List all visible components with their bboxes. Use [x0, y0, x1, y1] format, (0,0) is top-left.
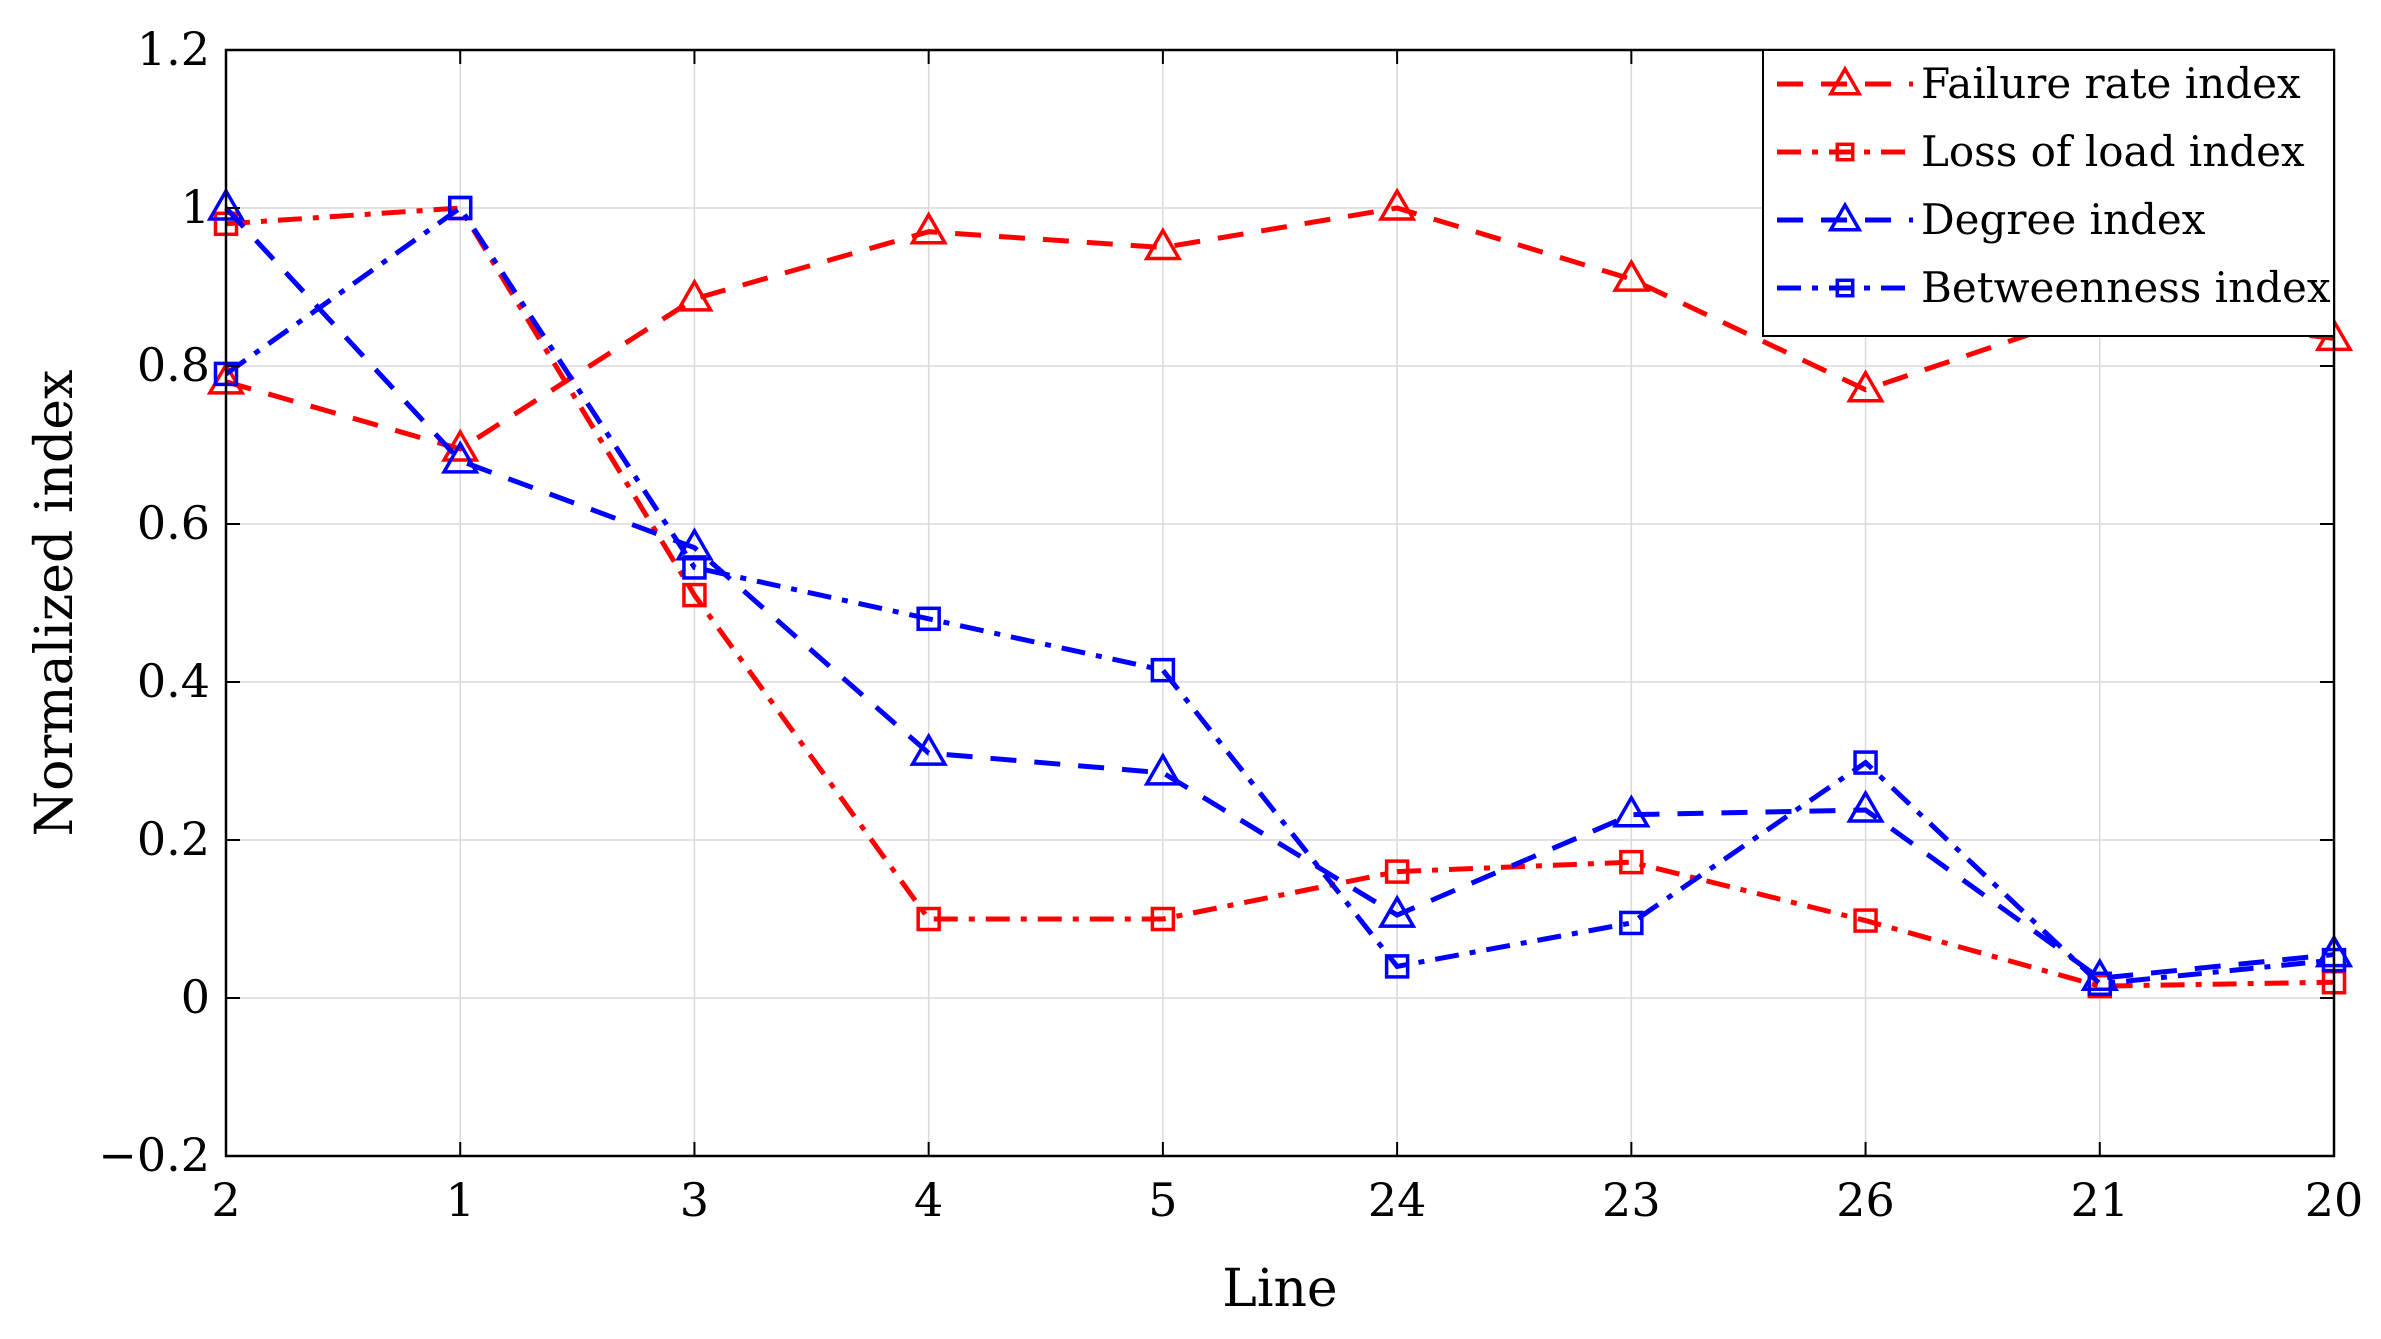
x-tick-label: 26 [1836, 1173, 1895, 1227]
x-axis-title: Line [1222, 1259, 1337, 1319]
triangle-marker [1827, 65, 1863, 96]
triangle-marker [909, 732, 948, 766]
triangle-marker [1612, 794, 1651, 828]
x-tick-label: 3 [680, 1173, 709, 1227]
legend-item: Loss of load index [1777, 127, 2305, 176]
square-marker [1384, 954, 1410, 979]
triangle-marker [1846, 369, 1885, 403]
y-tick-label: 1 [181, 180, 210, 234]
triangle-marker [1143, 752, 1183, 786]
plot-area-frame [224, 48, 2336, 1158]
triangle-marker [441, 440, 480, 474]
square-marker [682, 582, 707, 608]
y-tick-label: 0 [181, 970, 210, 1024]
triangle-marker [1377, 187, 1417, 221]
y-tick-label: 0.6 [137, 496, 210, 550]
axis-ticks: 2 1 3 4 5 24 23 26 21 20−0.200.20.40.60.811.2 [98, 22, 2363, 1227]
legend-item: Failure rate index [1777, 59, 2301, 108]
square-marker [1835, 278, 1855, 298]
x-tick-label: 4 [914, 1173, 943, 1227]
legend-item: Betweenness index [1777, 263, 2331, 312]
x-tick-label: 20 [2305, 1173, 2364, 1227]
triangle-marker [1143, 226, 1183, 261]
series-degree-index [206, 187, 2354, 992]
triangle-marker [909, 211, 948, 245]
y-tick-label: 0.4 [137, 654, 210, 708]
series-line [225, 205, 2335, 452]
square-marker [447, 195, 473, 221]
triangle-marker [1612, 258, 1651, 292]
square-marker [1619, 849, 1644, 875]
triangle-marker [1846, 789, 1885, 823]
x-tick-label: 21 [2071, 1173, 2130, 1227]
series-line [224, 204, 2335, 987]
square-marker [916, 606, 941, 632]
triangle-marker [1827, 201, 1863, 232]
square-marker [1150, 657, 1176, 683]
y-tick-label: 0.8 [137, 338, 210, 392]
square-marker [1853, 750, 1878, 775]
legend: Failure rate index Loss of load index Degr… [1762, 49, 2335, 337]
square-marker [1853, 908, 1878, 933]
legend-label: Betweenness index [1921, 263, 2331, 312]
x-tick-label: 5 [1148, 1173, 1177, 1227]
series-line [224, 206, 2335, 981]
legend-box [1762, 49, 2335, 337]
y-tick-label: −0.2 [98, 1128, 210, 1182]
legend-label: Failure rate index [1921, 59, 2301, 108]
x-tick-label: 24 [1368, 1173, 1427, 1227]
series-line [225, 205, 2335, 989]
legend-label: Degree index [1921, 195, 2206, 244]
square-marker [1619, 910, 1644, 936]
legend-label: Loss of load index [1921, 127, 2305, 176]
square-marker [916, 906, 941, 932]
square-marker [1150, 906, 1176, 932]
square-marker [682, 555, 707, 580]
y-tick-label: 1.2 [137, 22, 210, 76]
square-marker [1835, 142, 1855, 162]
triangle-marker [675, 278, 714, 312]
square-marker [2087, 971, 2113, 997]
x-tick-label: 1 [446, 1173, 475, 1227]
x-tick-label: 2 [211, 1173, 240, 1227]
triangle-marker [1377, 894, 1417, 928]
triangle-marker [675, 527, 714, 561]
y-tick-label: 0.2 [137, 812, 210, 866]
square-marker [1384, 859, 1410, 884]
y-axis-title: Normalized index [25, 370, 85, 837]
triangle-marker [441, 428, 480, 462]
x-tick-label: 23 [1602, 1173, 1661, 1227]
legend-item: Degree index [1777, 195, 2206, 244]
